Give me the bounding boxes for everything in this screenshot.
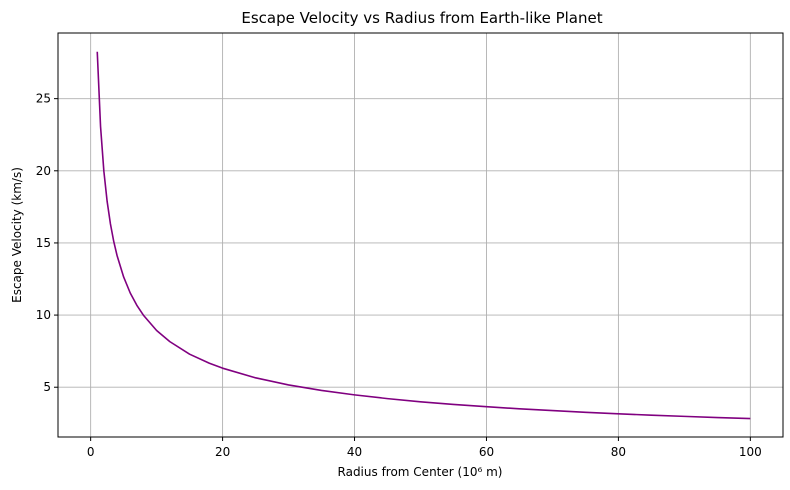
grid	[58, 33, 783, 437]
series-layer	[96, 51, 751, 420]
y-axis-label: Escape Velocity (km/s)	[10, 167, 24, 303]
x-tick-label: 80	[611, 445, 626, 459]
chart-title: Escape Velocity vs Radius from Earth-lik…	[241, 9, 602, 27]
plot-frame	[57, 32, 784, 438]
y-tick-label: 15	[36, 236, 51, 250]
y-tick-label: 25	[36, 92, 51, 106]
ticks: 0 20 40 60 80 100 5 10 15 20 25	[36, 92, 762, 459]
x-tick-label: 100	[739, 445, 762, 459]
x-axis-label: Radius from Center (10⁶ m)	[338, 465, 503, 479]
x-tick-label: 0	[87, 445, 95, 459]
y-tick-label: 20	[36, 164, 51, 178]
series-line-0	[96, 51, 751, 420]
y-tick-label: 10	[36, 308, 51, 322]
x-tick-label: 40	[347, 445, 362, 459]
x-tick-label: 20	[215, 445, 230, 459]
y-tick-label: 5	[43, 380, 51, 394]
x-tick-label: 60	[479, 445, 494, 459]
